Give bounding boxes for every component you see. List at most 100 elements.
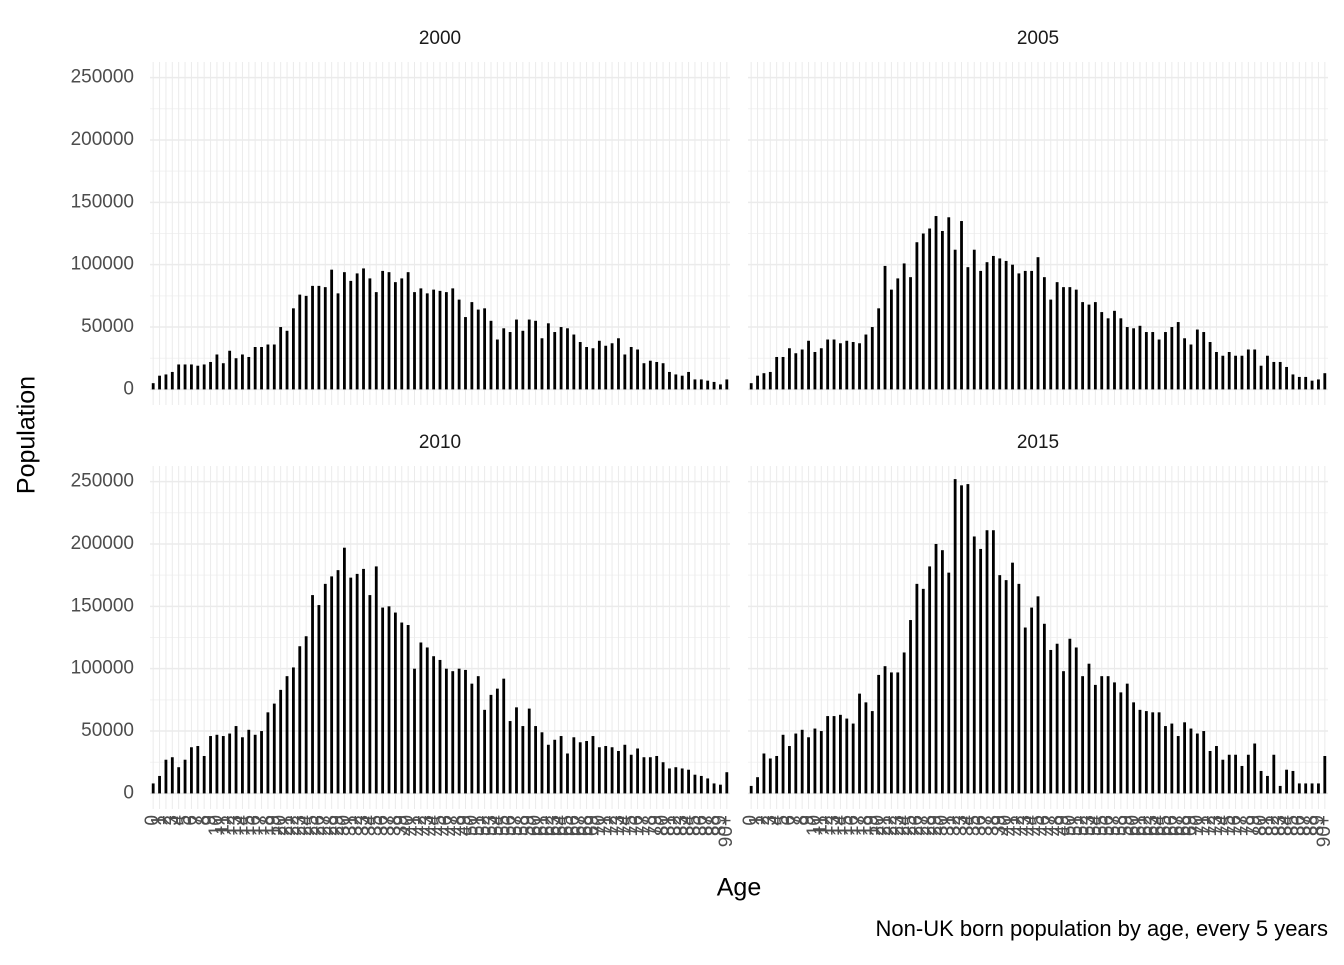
bar [947, 572, 951, 794]
bar [253, 347, 257, 390]
x-tick-label: 7 [187, 815, 208, 826]
bar [960, 485, 963, 794]
bar [272, 703, 276, 794]
bar [623, 354, 627, 390]
facet-title: 2015 [1017, 432, 1059, 453]
y-tick-label: 0 [123, 378, 134, 399]
x-tick-label: 30 [333, 815, 354, 836]
bar [1304, 783, 1308, 794]
bar [819, 731, 823, 794]
x-tick-label: 60 [1123, 815, 1144, 836]
x-tick-label: 24 [893, 815, 914, 837]
x-tick-label: 54 [486, 815, 507, 837]
bar [1291, 374, 1295, 390]
bar [330, 576, 334, 794]
x-tick-label: 0 [740, 815, 761, 826]
bar [381, 607, 385, 794]
x-tick-label: 9 [200, 815, 221, 826]
bar [1323, 373, 1327, 390]
x-tick-label: 65 [1154, 815, 1175, 836]
x-tick-label: 1 [149, 815, 170, 826]
x-tick-label: 57 [505, 815, 526, 836]
bar [617, 751, 620, 794]
x-tick-label: 45 [1027, 815, 1048, 836]
bar [813, 728, 817, 794]
bar [298, 294, 302, 390]
bar [1176, 322, 1180, 390]
bar [1278, 361, 1282, 390]
bar [381, 270, 385, 390]
bar [928, 566, 932, 794]
bar [534, 726, 538, 794]
bar [909, 277, 912, 390]
bar [1323, 755, 1327, 794]
x-tick-label: 59 [1116, 815, 1137, 836]
bar [629, 754, 633, 794]
x-tick-label: 30 [931, 815, 952, 836]
bar [241, 354, 244, 390]
x-tick-label: 60 [525, 815, 546, 836]
bar [998, 575, 1002, 794]
x-tick-label: 48 [448, 815, 469, 836]
bar [921, 588, 925, 794]
y-tick-label: 150000 [71, 191, 134, 212]
bar [1164, 332, 1167, 390]
bar [610, 343, 614, 390]
bar [1074, 289, 1078, 390]
bar [1062, 287, 1065, 390]
x-tick-label: 73 [1205, 815, 1226, 836]
bar [985, 530, 989, 794]
bar [1042, 277, 1046, 390]
bar [655, 361, 659, 390]
bar [858, 693, 861, 794]
x-tick-label: 78 [639, 815, 660, 836]
bar [953, 479, 957, 794]
x-tick-label: 78 [1237, 815, 1258, 836]
bar [807, 737, 810, 794]
bar [470, 302, 474, 390]
x-tick-label: 56 [1097, 815, 1118, 836]
bar [1170, 723, 1174, 794]
x-tick-label: 8 [193, 815, 214, 826]
x-tick-label: 67 [1167, 815, 1188, 836]
x-tick-label: 84 [1276, 815, 1297, 837]
bar [1164, 726, 1167, 794]
bar [623, 744, 627, 794]
bar [1036, 596, 1040, 794]
bar [1266, 775, 1269, 794]
bar [972, 249, 976, 390]
x-tick-label: 16 [842, 815, 863, 836]
x-tick-label: 27 [314, 815, 335, 836]
bar [438, 659, 442, 794]
bar [495, 339, 499, 390]
bar [566, 753, 569, 794]
x-tick-label: 7 [785, 815, 806, 826]
x-tick-label: 13 [823, 815, 844, 836]
bar [170, 371, 174, 390]
bar [768, 371, 772, 390]
bar [781, 356, 785, 390]
x-tick-label: 32 [944, 815, 965, 836]
bar [1132, 702, 1136, 794]
x-tick-label: 8 [791, 815, 812, 826]
x-tick-label: 16 [244, 815, 265, 836]
bar [972, 536, 976, 794]
bar [202, 364, 206, 390]
x-tick-label: 53 [1078, 815, 1099, 836]
bar [1157, 339, 1161, 390]
bar [706, 380, 710, 390]
bar [1030, 607, 1034, 794]
bar [960, 221, 963, 390]
caption: Non-UK born population by age, every 5 y… [876, 916, 1328, 941]
x-tick-label: 71 [595, 815, 616, 836]
bar [1208, 751, 1212, 794]
x-tick-label: 75 [620, 815, 641, 836]
bar [902, 263, 906, 390]
bar [209, 361, 212, 390]
bar [839, 714, 842, 794]
bar [762, 753, 766, 794]
bar [851, 723, 855, 794]
bar [940, 231, 944, 390]
bar [464, 317, 467, 390]
x-tick-label: 21 [874, 815, 895, 836]
